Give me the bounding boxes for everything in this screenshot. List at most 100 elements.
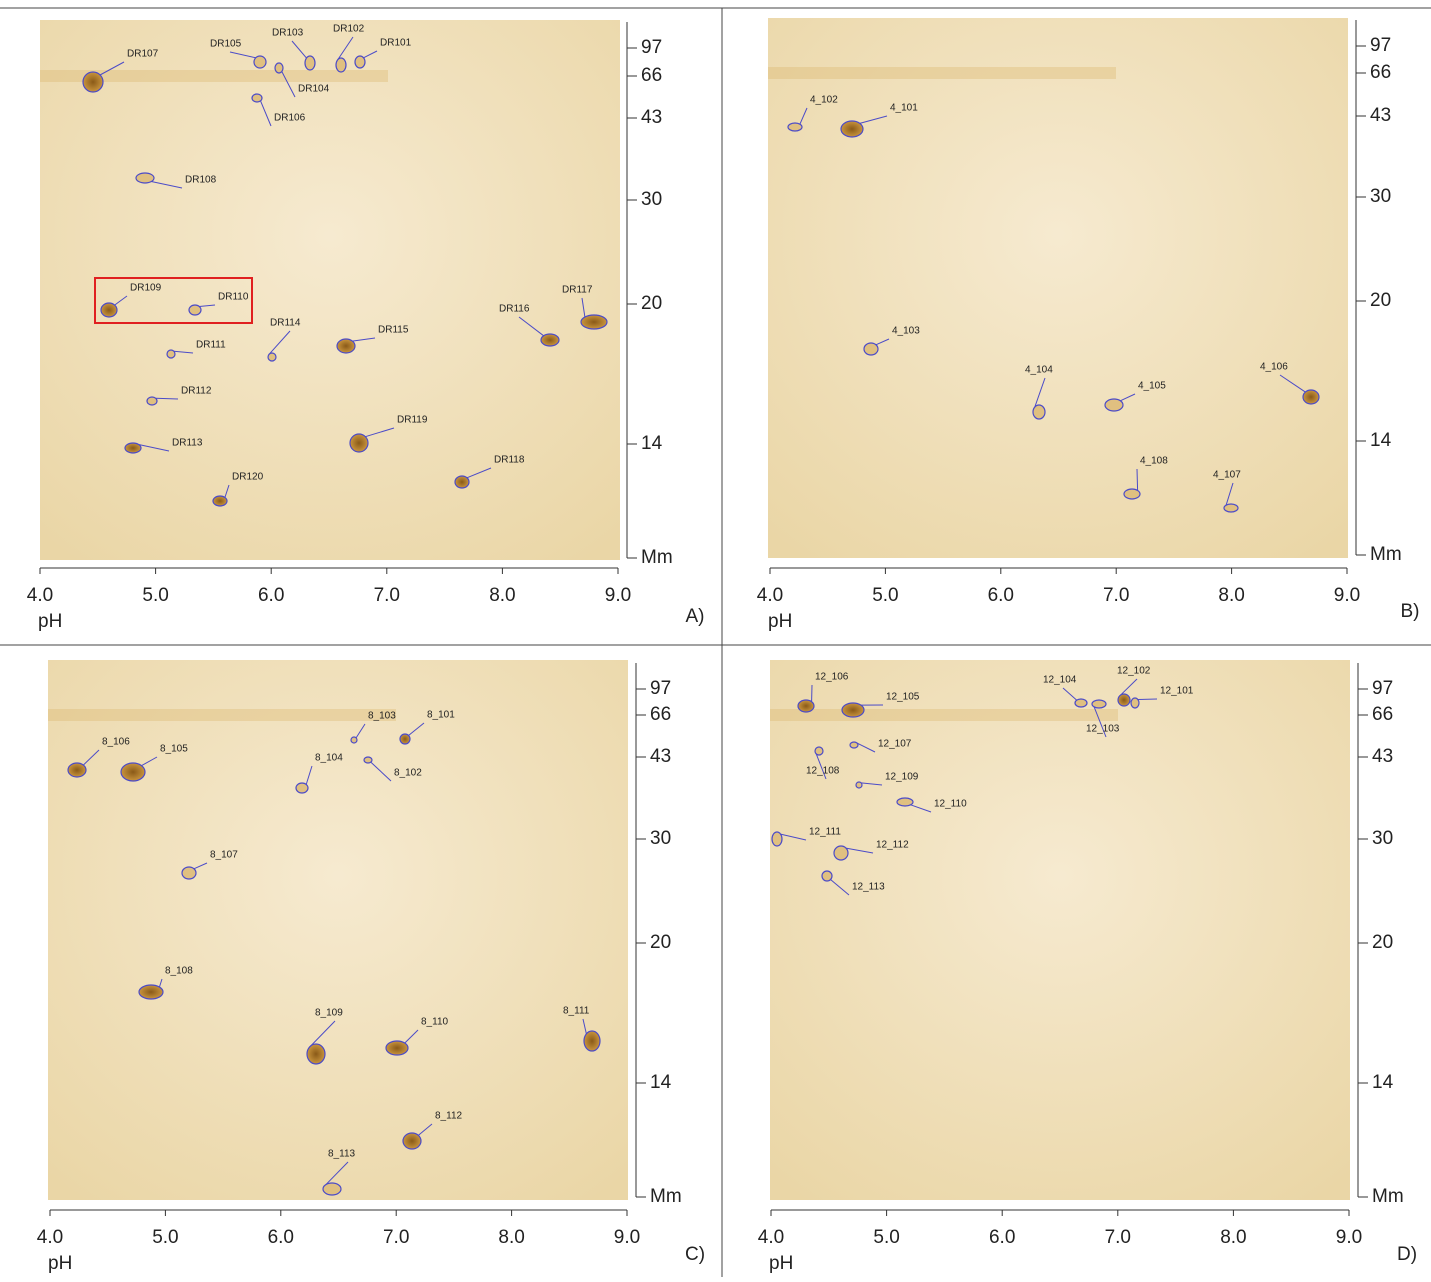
y-tick-label: 43 <box>641 107 662 128</box>
spot-label: 12_103 <box>1086 724 1120 735</box>
gel-streak <box>770 709 1118 721</box>
spot-label: 8_106 <box>102 737 130 748</box>
spot-label: 12_107 <box>878 739 912 750</box>
x-tick-label: 6.0 <box>988 585 1014 606</box>
x-tick-label: 9.0 <box>614 1227 640 1248</box>
gel-image <box>768 18 1348 558</box>
gel-image <box>48 660 628 1200</box>
spot-label: DR111 <box>196 340 226 351</box>
spot-label: DR119 <box>397 415 428 426</box>
spot-label: 4_101 <box>890 103 918 114</box>
x-tick-label: 6.0 <box>989 1227 1015 1248</box>
panel-letter: D) <box>1397 1244 1417 1265</box>
y-tick-label: 20 <box>1370 290 1391 311</box>
y-tick-label: Mm <box>1372 1186 1404 1207</box>
x-tick-label: 4.0 <box>27 585 53 606</box>
spot-label: 12_102 <box>1117 666 1151 677</box>
spot-label: 4_102 <box>810 95 838 106</box>
y-tick-label: 14 <box>641 433 663 454</box>
spot-label: DR106 <box>274 113 306 124</box>
x-axis-label: pH <box>48 1253 72 1274</box>
y-tick-label: Mm <box>650 1186 682 1207</box>
spot-label: 12_106 <box>815 672 849 683</box>
y-tick-label: 14 <box>1372 1072 1394 1093</box>
spot-label: 12_101 <box>1160 686 1194 697</box>
leader-line <box>1138 699 1157 700</box>
x-axis-label: pH <box>768 611 792 632</box>
spot-label: 8_112 <box>435 1111 463 1122</box>
y-tick-label: 20 <box>641 293 662 314</box>
y-tick-label: 66 <box>650 704 671 725</box>
y-tick-label: 14 <box>1370 430 1392 451</box>
x-tick-label: 5.0 <box>872 585 898 606</box>
panel-letter: A) <box>686 606 705 627</box>
y-tick-label: 14 <box>650 1072 672 1093</box>
y-tick-label: Mm <box>1370 544 1402 565</box>
x-tick-label: 4.0 <box>757 585 783 606</box>
x-tick-label: 5.0 <box>873 1227 899 1248</box>
spot-label: 8_110 <box>421 1017 449 1028</box>
y-tick-label: 43 <box>650 746 671 767</box>
spot-label: 8_108 <box>165 966 193 977</box>
y-tick-label: 97 <box>641 37 662 58</box>
x-axis-label: pH <box>38 611 62 632</box>
spot-label: 8_103 <box>368 711 396 722</box>
spot-label: DR110 <box>218 292 249 303</box>
x-tick-label: 4.0 <box>37 1227 63 1248</box>
x-tick-label: 4.0 <box>758 1227 784 1248</box>
spot-label: 4_106 <box>1260 362 1288 373</box>
spot-label: DR113 <box>172 438 203 449</box>
spot-label: 12_105 <box>886 692 920 703</box>
spot-label: DR101 <box>380 38 412 49</box>
spot-label: 12_109 <box>885 772 919 783</box>
spot-label: DR120 <box>232 472 264 483</box>
x-tick-label: 5.0 <box>152 1227 178 1248</box>
x-tick-label: 8.0 <box>498 1227 524 1248</box>
y-tick-label: 30 <box>650 828 671 849</box>
x-tick-label: 9.0 <box>1334 585 1360 606</box>
y-tick-label: 20 <box>650 932 671 953</box>
y-tick-label: 43 <box>1370 105 1391 126</box>
spot-label: DR105 <box>210 39 242 50</box>
spot-label: DR115 <box>378 325 409 336</box>
spot-label: 4_103 <box>892 326 920 337</box>
y-tick-label: 43 <box>1372 746 1393 767</box>
x-tick-label: 7.0 <box>1103 585 1129 606</box>
spot-label: 4_105 <box>1138 381 1166 392</box>
y-tick-label: 97 <box>1372 678 1393 699</box>
spot-label: DR108 <box>185 175 217 186</box>
x-tick-label: 7.0 <box>374 585 400 606</box>
x-tick-label: 8.0 <box>1218 585 1244 606</box>
spot-label: 8_109 <box>315 1008 343 1019</box>
spot-label: 8_104 <box>315 753 343 764</box>
spot-label: DR109 <box>130 283 162 294</box>
y-tick-label: 20 <box>1372 932 1393 953</box>
x-axis-label: pH <box>769 1253 793 1274</box>
spot-label: 8_101 <box>427 710 455 721</box>
x-tick-label: 8.0 <box>1220 1227 1246 1248</box>
x-tick-label: 5.0 <box>142 585 168 606</box>
y-tick-label: 97 <box>1370 35 1391 56</box>
x-tick-label: 7.0 <box>383 1227 409 1248</box>
spot-label: DR116 <box>499 304 530 315</box>
spot-label: 4_108 <box>1140 456 1168 467</box>
spot-label: 8_102 <box>394 768 422 779</box>
y-tick-label: 97 <box>650 678 671 699</box>
spot-label: DR117 <box>562 285 593 296</box>
y-tick-label: 66 <box>641 65 662 86</box>
y-tick-label: 30 <box>641 189 662 210</box>
x-tick-label: 8.0 <box>489 585 515 606</box>
gel-image <box>40 20 620 560</box>
leader-line <box>1137 469 1138 491</box>
gel-streak <box>48 709 396 721</box>
x-tick-label: 7.0 <box>1105 1227 1131 1248</box>
spot-label: DR104 <box>298 84 330 95</box>
spot-label: 12_113 <box>852 882 885 893</box>
x-tick-label: 6.0 <box>258 585 284 606</box>
gel-image <box>770 660 1350 1200</box>
x-tick-label: 9.0 <box>605 585 631 606</box>
spot-label: 8_105 <box>160 744 188 755</box>
y-tick-label: 66 <box>1370 62 1391 83</box>
spot-label: 12_112 <box>876 840 909 851</box>
